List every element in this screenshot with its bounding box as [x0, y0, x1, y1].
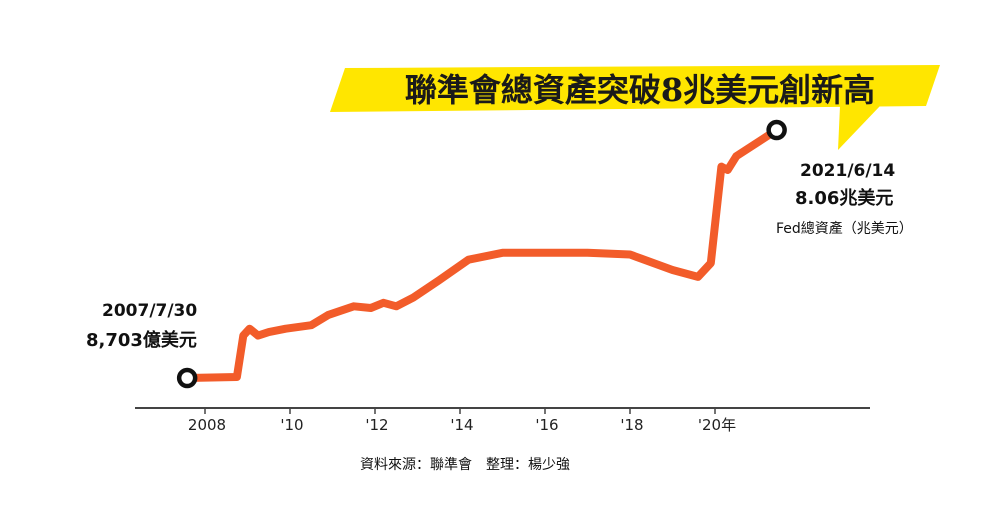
end-point-marker: [766, 119, 787, 141]
end-date-label: 2021/6/14: [800, 161, 895, 181]
start-date-label: 2007/7/30: [102, 301, 197, 321]
end-value-label: 8.06兆美元: [795, 187, 893, 209]
x-tick-label: 2008: [188, 416, 226, 434]
series-line-fed-assets: [183, 126, 781, 382]
headline-pointer: [838, 106, 880, 150]
x-tick-label: '14: [450, 416, 473, 434]
headline: 聯準會總資產突破8兆美元創新高: [405, 71, 875, 109]
x-tick-label: '16: [535, 416, 558, 434]
start-point-marker: [176, 367, 198, 389]
x-tick-label: '12: [365, 416, 388, 434]
series-legend-label: Fed總資產（兆美元）: [776, 220, 913, 237]
x-tick-label: '18: [620, 416, 643, 434]
x-tick-label: '20年: [698, 416, 736, 434]
x-tick-label: '10: [280, 416, 303, 434]
start-value-label: 8,703億美元: [86, 329, 197, 351]
headline-banner: [330, 65, 940, 112]
source-note: 資料來源：聯準會 整理：楊少強: [360, 456, 570, 473]
x-axis-ticks: 2008 '10 '12 '14 '16 '18 '20年: [188, 408, 736, 434]
